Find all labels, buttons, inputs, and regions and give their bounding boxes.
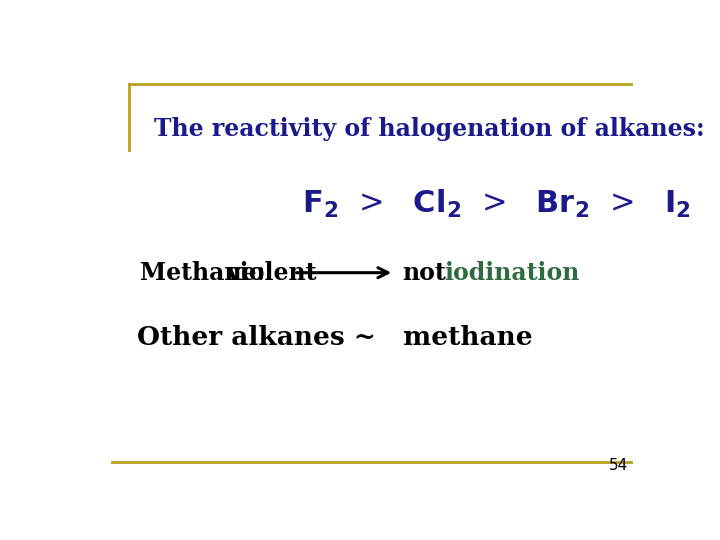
Text: iodination: iodination — [444, 261, 580, 285]
Text: Other alkanes ~   methane: Other alkanes ~ methane — [138, 325, 533, 349]
Text: not: not — [402, 261, 446, 285]
Text: The reactivity of halogenation of alkanes:: The reactivity of halogenation of alkane… — [154, 117, 705, 141]
Text: $\mathbf{F_2}$  >   $\mathbf{Cl_2}$  >   $\mathbf{Br_2}$  >   $\mathbf{I_2}$: $\mathbf{F_2}$ > $\mathbf{Cl_2}$ > $\mat… — [302, 188, 691, 220]
Text: Methane:: Methane: — [140, 261, 266, 285]
Text: violent: violent — [227, 261, 318, 285]
Text: 54: 54 — [609, 458, 629, 473]
